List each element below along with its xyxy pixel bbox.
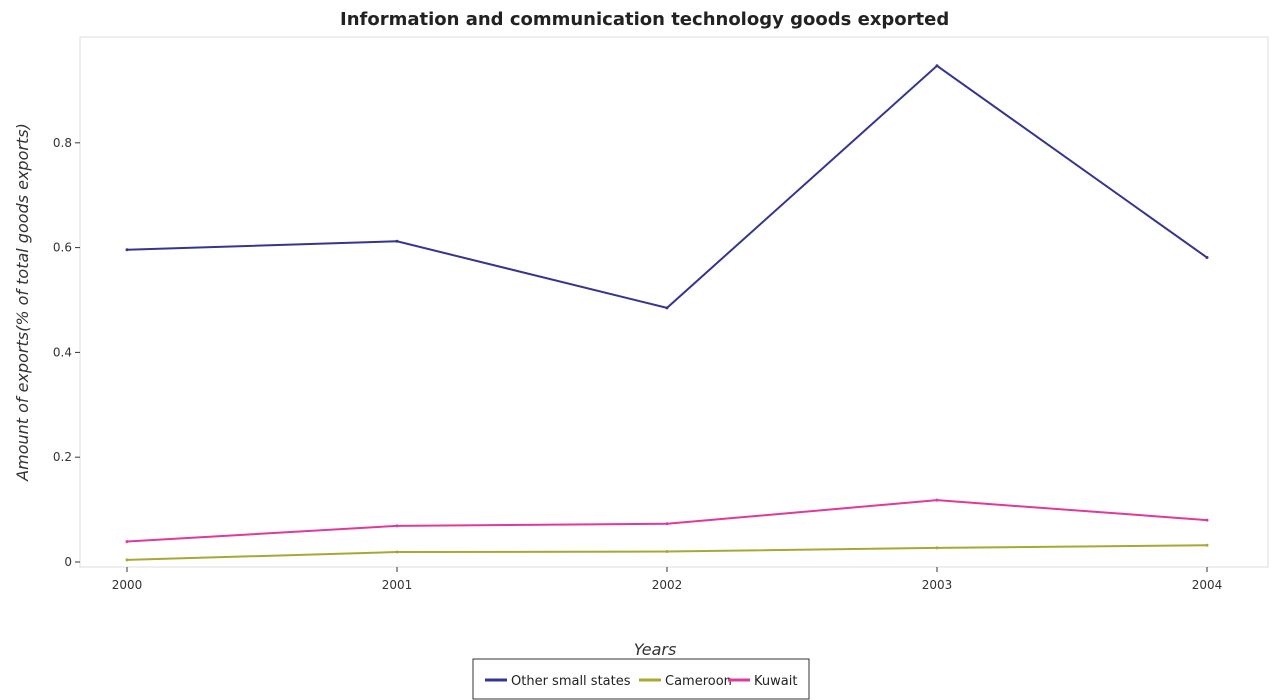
y-tick-label: 0	[64, 555, 72, 569]
data-point	[1205, 518, 1209, 522]
data-point	[395, 239, 399, 243]
data-point	[1205, 256, 1209, 260]
legend-label: Other small states	[511, 674, 631, 689]
data-point	[665, 306, 669, 310]
legend: Other small states Cameroon Kuwait	[472, 658, 810, 700]
x-tick-label: 2003	[922, 578, 953, 592]
x-axis-title: Years	[634, 640, 677, 659]
chart-title: Information and communication technology…	[340, 9, 949, 30]
data-point	[935, 64, 939, 68]
legend-label: Cameroon	[665, 674, 732, 689]
y-axis: 0 0.2 0.4 0.6 0.8	[53, 136, 80, 569]
y-axis-title: Amount of exports(% of total goods expor…	[13, 123, 32, 482]
data-point	[125, 248, 129, 252]
y-tick-label: 0.6	[53, 241, 72, 255]
x-tick-label: 2000	[112, 578, 143, 592]
data-point	[125, 540, 129, 544]
data-point	[395, 550, 399, 554]
data-point	[935, 498, 939, 502]
data-point	[665, 522, 669, 526]
x-tick-label: 2002	[652, 578, 683, 592]
series-layer	[125, 64, 1209, 562]
y-tick-label: 0.4	[53, 345, 72, 359]
data-point	[395, 524, 399, 528]
data-point	[1205, 543, 1209, 547]
x-tick-label: 2004	[1192, 578, 1223, 592]
y-tick-label: 0.8	[53, 136, 72, 150]
x-tick-label: 2001	[382, 578, 413, 592]
y-tick-label: 0.2	[53, 450, 72, 464]
legend-label: Kuwait	[754, 674, 797, 689]
x-axis: 2000 2001 2002 2003 2004	[112, 567, 1223, 592]
data-point	[935, 546, 939, 550]
data-point	[665, 550, 669, 554]
data-point	[125, 558, 129, 562]
